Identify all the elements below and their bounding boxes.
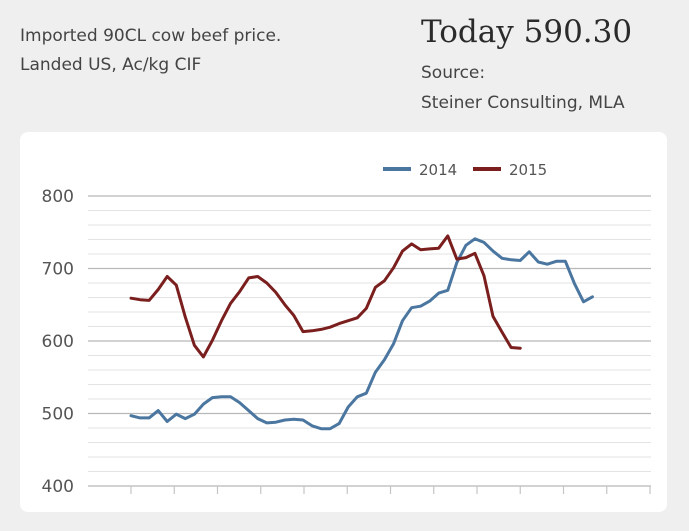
- subtitle-line-2: Landed US, Ac/kg CIF: [20, 55, 202, 75]
- subtitle-line-1: Imported 90CL cow beef price.: [20, 26, 282, 46]
- y-tick-label: 700: [42, 260, 74, 280]
- series-line-2015: [129, 234, 522, 359]
- today-label: Today: [421, 14, 514, 50]
- today-price: Today 590.30: [421, 14, 632, 50]
- source-block: Source: Steiner Consulting, MLA: [421, 58, 625, 118]
- y-tick-label: 400: [42, 477, 74, 497]
- line-chart: 400 500 600 700 800 2014 2015: [42, 161, 651, 497]
- legend-label-2015: 2015: [509, 161, 547, 179]
- source-text: Steiner Consulting, MLA: [421, 93, 625, 113]
- legend-label-2014: 2014: [419, 161, 457, 179]
- today-value: 590.30: [523, 14, 633, 50]
- y-tick-label: 600: [42, 332, 74, 352]
- y-tick-label: 500: [42, 405, 74, 425]
- chart-subtitle: Imported 90CL cow beef price. Landed US,…: [20, 22, 400, 80]
- source-label: Source:: [421, 63, 486, 83]
- series-line-2014: [129, 237, 594, 431]
- y-tick-label: 800: [42, 187, 74, 207]
- chart-card: 400 500 600 700 800 2014 2015: [20, 132, 667, 512]
